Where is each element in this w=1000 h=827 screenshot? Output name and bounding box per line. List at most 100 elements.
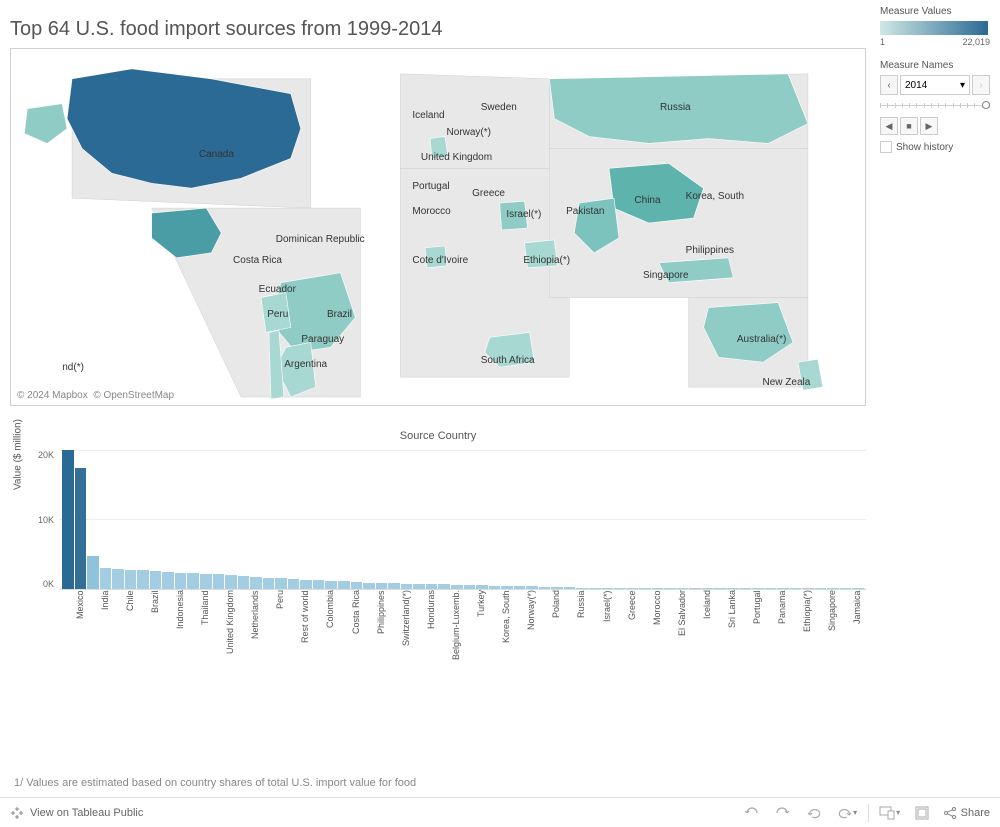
bar[interactable] xyxy=(200,574,212,589)
year-next-button[interactable]: › xyxy=(972,75,990,95)
bar[interactable] xyxy=(602,588,614,589)
bar[interactable] xyxy=(238,576,250,589)
replay-button[interactable] xyxy=(804,802,826,824)
bar[interactable] xyxy=(840,588,852,589)
x-label: United Kingdom xyxy=(225,590,237,690)
bar[interactable] xyxy=(325,581,337,589)
bar[interactable] xyxy=(62,450,74,589)
bar[interactable] xyxy=(100,568,112,589)
slider-thumb[interactable] xyxy=(982,101,990,109)
bar[interactable] xyxy=(413,584,425,589)
play-back-button[interactable]: ◀ xyxy=(880,117,898,135)
bar[interactable] xyxy=(125,570,137,589)
show-history-checkbox[interactable] xyxy=(880,141,892,153)
bar[interactable] xyxy=(539,587,551,589)
year-slider[interactable] xyxy=(880,101,990,111)
bar[interactable] xyxy=(175,573,187,589)
bar[interactable] xyxy=(514,586,526,589)
x-label: India xyxy=(100,590,112,690)
device-button[interactable]: ▾ xyxy=(879,802,901,824)
year-prev-button[interactable]: ‹ xyxy=(880,75,898,95)
stop-button[interactable]: ■ xyxy=(900,117,918,135)
fullscreen-button[interactable] xyxy=(911,802,933,824)
bar[interactable] xyxy=(740,588,752,589)
bar[interactable] xyxy=(112,569,124,589)
bar[interactable] xyxy=(564,587,576,589)
bar[interactable] xyxy=(162,572,174,589)
chart-area[interactable]: Value ($ million) 20K10K0K xyxy=(60,450,866,590)
x-label: Panama xyxy=(777,590,789,690)
bar[interactable] xyxy=(313,580,325,589)
refresh-button[interactable]: ▾ xyxy=(836,802,858,824)
play-forward-button[interactable]: ▶ xyxy=(920,117,938,135)
bar[interactable] xyxy=(363,583,375,589)
map-panel[interactable]: © 2024 Mapbox © OpenStreetMap CanadaIcel… xyxy=(10,48,866,406)
bar[interactable] xyxy=(677,588,689,589)
bar[interactable] xyxy=(827,588,839,589)
choropleth-map[interactable] xyxy=(11,49,865,405)
bar[interactable] xyxy=(627,588,639,589)
country-peru[interactable] xyxy=(261,293,291,333)
bar[interactable] xyxy=(727,588,739,589)
bar[interactable] xyxy=(250,577,262,589)
bar[interactable] xyxy=(213,574,225,589)
bar[interactable] xyxy=(351,582,363,589)
bar[interactable] xyxy=(501,586,513,589)
bar[interactable] xyxy=(752,588,764,589)
country-usa-alaska[interactable] xyxy=(24,104,67,144)
redo-button[interactable] xyxy=(772,802,794,824)
country-coteivoire[interactable] xyxy=(425,246,447,268)
country-mexico[interactable] xyxy=(152,208,222,258)
bar[interactable] xyxy=(87,556,99,589)
bar[interactable] xyxy=(288,579,300,589)
bar[interactable] xyxy=(388,583,400,589)
legend-max: 22,019 xyxy=(962,37,990,47)
bar[interactable] xyxy=(589,588,601,589)
country-ethiopia[interactable] xyxy=(525,240,558,268)
bar[interactable] xyxy=(614,588,626,589)
bar[interactable] xyxy=(664,588,676,589)
view-on-tableau-button[interactable]: View on Tableau Public xyxy=(10,806,143,820)
bar[interactable] xyxy=(137,570,149,589)
country-russia[interactable] xyxy=(549,74,808,144)
bar[interactable] xyxy=(714,588,726,589)
bar[interactable] xyxy=(802,588,814,589)
bar[interactable] xyxy=(689,588,701,589)
bar[interactable] xyxy=(476,585,488,589)
bar[interactable] xyxy=(551,587,563,589)
share-button[interactable]: Share xyxy=(943,806,990,820)
bar[interactable] xyxy=(489,586,501,589)
bar[interactable] xyxy=(576,588,588,590)
undo-button[interactable] xyxy=(740,802,762,824)
bar[interactable] xyxy=(777,588,789,589)
bar[interactable] xyxy=(401,584,413,589)
bar[interactable] xyxy=(639,588,651,589)
bar[interactable] xyxy=(338,581,350,589)
bar[interactable] xyxy=(426,584,438,589)
bar[interactable] xyxy=(150,571,162,589)
footnote: 1/ Values are estimated based on country… xyxy=(14,777,416,789)
bar[interactable] xyxy=(438,584,450,589)
bar[interactable] xyxy=(75,468,87,589)
bar[interactable] xyxy=(275,578,287,589)
x-label: Ethiopia(*) xyxy=(802,590,814,690)
year-select[interactable]: 2014▾ xyxy=(900,75,970,95)
country-uk[interactable] xyxy=(430,137,448,159)
bar[interactable] xyxy=(225,575,237,589)
bar[interactable] xyxy=(464,585,476,589)
bar[interactable] xyxy=(187,573,199,589)
bar[interactable] xyxy=(652,588,664,589)
bar[interactable] xyxy=(815,588,827,589)
bar[interactable] xyxy=(526,586,538,589)
bar[interactable] xyxy=(702,588,714,589)
bar[interactable] xyxy=(852,588,864,589)
bar[interactable] xyxy=(451,585,463,589)
country-egypt[interactable] xyxy=(500,201,528,230)
bar[interactable] xyxy=(300,580,312,589)
x-label xyxy=(263,590,275,690)
bar[interactable] xyxy=(790,588,802,589)
bar[interactable] xyxy=(263,578,275,589)
bar[interactable] xyxy=(765,588,777,589)
x-label: Mexico xyxy=(75,590,87,690)
bar[interactable] xyxy=(376,583,388,589)
